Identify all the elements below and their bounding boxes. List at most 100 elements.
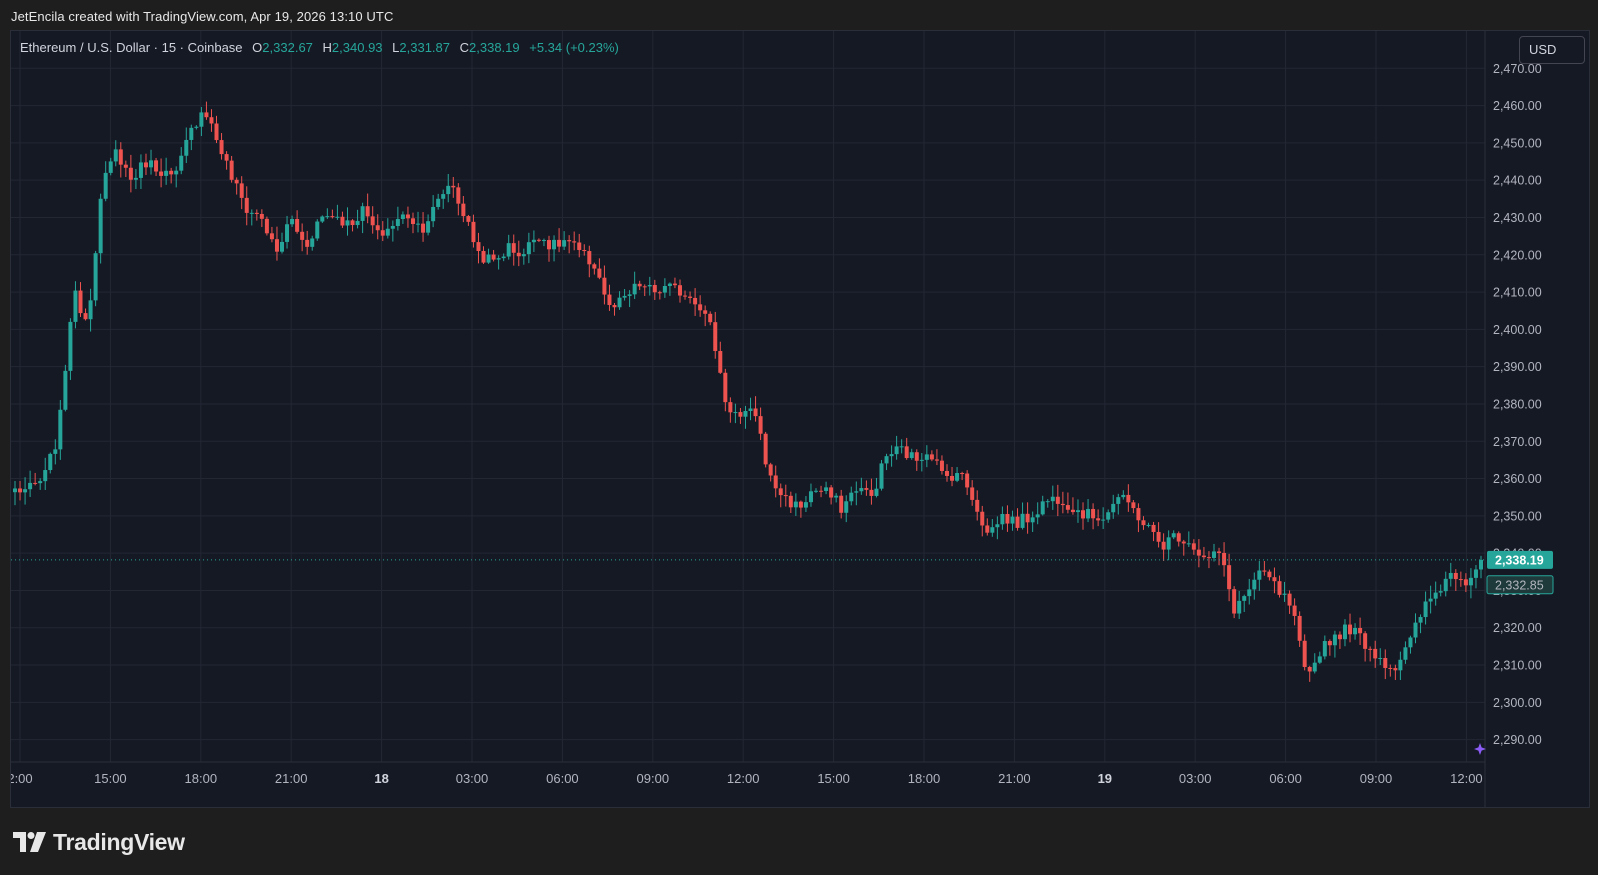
currency-button[interactable]: USD: [1519, 36, 1585, 64]
candle: [264, 216, 269, 236]
candle-body: [849, 492, 854, 502]
candle-body: [587, 251, 592, 265]
candle: [808, 483, 813, 507]
chart-panel[interactable]: 2,290.002,300.002,310.002,320.002,330.00…: [10, 30, 1590, 808]
candle: [1257, 561, 1262, 591]
time-tick-label: 12:00: [1450, 771, 1483, 786]
candle: [970, 480, 975, 506]
sparkle-icon[interactable]: [1474, 743, 1486, 755]
price-tick-label: 2,370.00: [1493, 435, 1542, 449]
candle: [274, 226, 279, 261]
candle: [83, 308, 88, 321]
candle-body: [1075, 510, 1080, 513]
candle-body: [33, 482, 38, 484]
candle: [28, 470, 33, 497]
brand-logo[interactable]: TradingView: [13, 827, 185, 857]
candle: [325, 208, 330, 219]
candle: [1307, 665, 1312, 682]
candle: [577, 233, 582, 258]
candle-body: [1479, 559, 1483, 570]
candle: [723, 368, 728, 412]
candle-body: [803, 502, 808, 508]
candle-body: [340, 216, 345, 226]
low-label: L: [392, 40, 400, 55]
candle: [1423, 591, 1428, 625]
candle: [531, 230, 536, 252]
candle: [1171, 530, 1176, 540]
candle: [1141, 516, 1146, 530]
price-tick-label: 2,300.00: [1493, 696, 1542, 710]
candle-body: [1378, 658, 1383, 660]
candle-body: [214, 123, 219, 141]
candle-body: [174, 170, 179, 175]
candle: [405, 206, 410, 228]
time-tick-label: 18:00: [185, 771, 218, 786]
candle-body: [234, 179, 239, 184]
candle: [154, 157, 159, 176]
candle-body: [677, 285, 682, 296]
candle: [285, 215, 290, 249]
candle-body: [335, 216, 340, 218]
candle-body: [23, 489, 28, 493]
candle-body: [53, 449, 58, 454]
candle: [1393, 664, 1398, 680]
candle-body: [713, 322, 718, 352]
candle-body: [1287, 593, 1292, 606]
candle-body: [204, 112, 209, 118]
candle: [1388, 664, 1393, 677]
candle: [18, 481, 23, 501]
candle-body: [1086, 508, 1091, 519]
candle-body: [1020, 513, 1025, 528]
candle-body: [264, 218, 269, 234]
candle-body: [834, 495, 839, 498]
candle: [819, 485, 824, 498]
candle: [975, 490, 980, 521]
candle: [1337, 631, 1342, 649]
candle-body: [280, 241, 285, 252]
candle-body: [108, 161, 113, 173]
symbol-title[interactable]: Ethereum / U.S. Dollar · 15 · Coinbase: [20, 40, 243, 55]
candle-body: [748, 408, 753, 411]
candle: [602, 265, 607, 305]
candle: [491, 249, 496, 262]
time-axis[interactable]: 2:00 15:00 18:00 21:00 18 03:00 06:00 09:00 12:0…: [11, 771, 1483, 786]
candle-body: [410, 218, 415, 225]
candle: [1272, 567, 1277, 594]
candle: [632, 271, 637, 300]
candle: [400, 211, 405, 224]
candle-body: [1453, 572, 1458, 580]
candle: [1081, 502, 1086, 530]
candle-body: [688, 296, 693, 298]
grid-lines: [11, 31, 1485, 762]
candle: [783, 484, 788, 507]
candle-body: [889, 454, 894, 457]
time-tick-label: 03:00: [1179, 771, 1212, 786]
candle-body: [169, 170, 174, 175]
open-label: O: [252, 40, 263, 55]
candle-body: [1211, 551, 1216, 558]
candle: [1191, 539, 1196, 555]
candle: [234, 177, 239, 195]
candle: [693, 288, 698, 316]
candle: [365, 193, 370, 224]
candle-body: [1091, 508, 1096, 519]
candle-body: [874, 488, 879, 496]
price-axis[interactable]: 2,290.002,300.002,310.002,320.002,330.00…: [1493, 62, 1542, 747]
candle-body: [83, 313, 88, 320]
candle-body: [733, 412, 738, 414]
candle: [1045, 499, 1050, 508]
candle: [536, 238, 541, 243]
candle-body: [1428, 598, 1433, 602]
candle-body: [380, 230, 385, 236]
candle-body: [1257, 570, 1262, 580]
candlestick-chart[interactable]: 2,290.002,300.002,310.002,320.002,330.00…: [11, 31, 1590, 808]
candle-body: [758, 416, 763, 434]
candle-body: [808, 491, 813, 503]
candle: [1353, 623, 1358, 640]
candle: [1161, 533, 1166, 562]
candle: [1040, 495, 1045, 516]
price-tick-label: 2,440.00: [1493, 174, 1542, 188]
candle: [471, 214, 476, 248]
candle: [481, 246, 486, 264]
candle: [466, 214, 471, 226]
